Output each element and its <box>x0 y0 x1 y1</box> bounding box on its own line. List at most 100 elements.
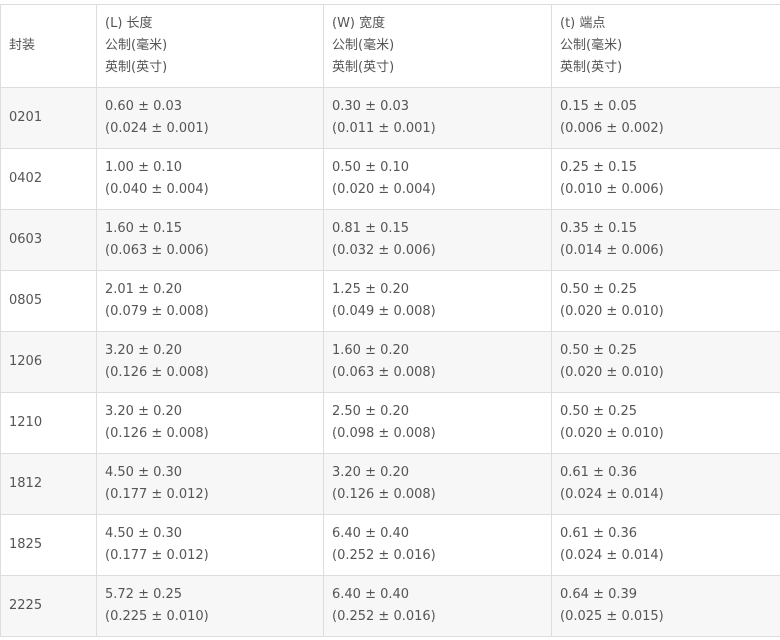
imperial-value: (0.225 ± 0.010) <box>105 609 209 624</box>
header-imperial: 英制(英寸) <box>105 60 168 75</box>
terminal-cell: 0.50 ± 0.25 (0.020 ± 0.010) <box>551 392 780 454</box>
imperial-value: (0.252 ± 0.016) <box>332 609 436 624</box>
header-title: (W) 宽度 <box>332 16 386 31</box>
imperial-value: (0.011 ± 0.001) <box>332 121 436 136</box>
imperial-value: (0.010 ± 0.006) <box>560 182 664 197</box>
header-imperial: 英制(英寸) <box>560 60 623 75</box>
imperial-value: (0.020 ± 0.004) <box>332 182 436 197</box>
package-cell: 2225 <box>0 575 97 637</box>
length-cell: 3.20 ± 0.20 (0.126 ± 0.008) <box>96 392 324 454</box>
imperial-value: (0.006 ± 0.002) <box>560 121 664 136</box>
width-cell: 2.50 ± 0.20 (0.098 ± 0.008) <box>323 392 552 454</box>
metric-value: 4.50 ± 0.30 <box>105 465 183 480</box>
imperial-value: (0.126 ± 0.008) <box>332 487 436 502</box>
metric-value: 1.60 ± 0.20 <box>332 343 410 358</box>
imperial-value: (0.025 ± 0.015) <box>560 609 664 624</box>
metric-value: 5.72 ± 0.25 <box>105 587 183 602</box>
imperial-value: (0.063 ± 0.006) <box>105 243 209 258</box>
metric-value: 3.20 ± 0.20 <box>332 465 410 480</box>
header-metric: 公制(毫米) <box>332 38 395 53</box>
length-cell: 3.20 ± 0.20 (0.126 ± 0.008) <box>96 331 324 393</box>
header-terminal: (t) 端点 公制(毫米) 英制(英寸) <box>551 4 780 88</box>
length-cell: 4.50 ± 0.30 (0.177 ± 0.012) <box>96 453 324 515</box>
metric-value: 1.60 ± 0.15 <box>105 221 183 236</box>
header-length: (L) 长度 公制(毫米) 英制(英寸) <box>96 4 324 88</box>
package-cell: 1206 <box>0 331 97 393</box>
package-cell: 1812 <box>0 453 97 515</box>
metric-value: 0.25 ± 0.15 <box>560 160 638 175</box>
table-row: 1825 4.50 ± 0.30 (0.177 ± 0.012) 6.40 ± … <box>0 514 780 576</box>
package-cell: 0201 <box>0 87 97 149</box>
metric-value: 0.50 ± 0.25 <box>560 343 638 358</box>
table-row: 0603 1.60 ± 0.15 (0.063 ± 0.006) 0.81 ± … <box>0 209 780 271</box>
terminal-cell: 0.61 ± 0.36 (0.024 ± 0.014) <box>551 453 780 515</box>
imperial-value: (0.177 ± 0.012) <box>105 487 209 502</box>
header-width: (W) 宽度 公制(毫米) 英制(英寸) <box>323 4 552 88</box>
width-cell: 6.40 ± 0.40 (0.252 ± 0.016) <box>323 575 552 637</box>
header-metric: 公制(毫米) <box>105 38 168 53</box>
metric-value: 6.40 ± 0.40 <box>332 587 410 602</box>
metric-value: 1.25 ± 0.20 <box>332 282 410 297</box>
metric-value: 0.30 ± 0.03 <box>332 99 410 114</box>
length-cell: 2.01 ± 0.20 (0.079 ± 0.008) <box>96 270 324 332</box>
package-cell: 1825 <box>0 514 97 576</box>
metric-value: 3.20 ± 0.20 <box>105 404 183 419</box>
table-header-row: 封装 (L) 长度 公制(毫米) 英制(英寸) (W) 宽度 公制(毫米) 英制… <box>0 4 780 88</box>
table-row: 1210 3.20 ± 0.20 (0.126 ± 0.008) 2.50 ± … <box>0 392 780 454</box>
imperial-value: (0.079 ± 0.008) <box>105 304 209 319</box>
table-row: 0201 0.60 ± 0.03 (0.024 ± 0.001) 0.30 ± … <box>0 87 780 149</box>
metric-value: 1.00 ± 0.10 <box>105 160 183 175</box>
imperial-value: (0.014 ± 0.006) <box>560 243 664 258</box>
width-cell: 0.50 ± 0.10 (0.020 ± 0.004) <box>323 148 552 210</box>
terminal-cell: 0.50 ± 0.25 (0.020 ± 0.010) <box>551 331 780 393</box>
imperial-value: (0.024 ± 0.001) <box>105 121 209 136</box>
metric-value: 0.50 ± 0.25 <box>560 404 638 419</box>
terminal-cell: 0.61 ± 0.36 (0.024 ± 0.014) <box>551 514 780 576</box>
header-title: (t) 端点 <box>560 16 606 31</box>
imperial-value: (0.049 ± 0.008) <box>332 304 436 319</box>
package-cell: 0402 <box>0 148 97 210</box>
table-row: 2225 5.72 ± 0.25 (0.225 ± 0.010) 6.40 ± … <box>0 575 780 637</box>
metric-value: 0.81 ± 0.15 <box>332 221 410 236</box>
width-cell: 1.25 ± 0.20 (0.049 ± 0.008) <box>323 270 552 332</box>
metric-value: 0.64 ± 0.39 <box>560 587 638 602</box>
imperial-value: (0.032 ± 0.006) <box>332 243 436 258</box>
length-cell: 1.60 ± 0.15 (0.063 ± 0.006) <box>96 209 324 271</box>
imperial-value: (0.177 ± 0.012) <box>105 548 209 563</box>
imperial-value: (0.020 ± 0.010) <box>560 426 664 441</box>
length-cell: 0.60 ± 0.03 (0.024 ± 0.001) <box>96 87 324 149</box>
header-imperial: 英制(英寸) <box>332 60 395 75</box>
width-cell: 1.60 ± 0.20 (0.063 ± 0.008) <box>323 331 552 393</box>
metric-value: 2.50 ± 0.20 <box>332 404 410 419</box>
imperial-value: (0.024 ± 0.014) <box>560 548 664 563</box>
metric-value: 2.01 ± 0.20 <box>105 282 183 297</box>
package-cell: 0603 <box>0 209 97 271</box>
metric-value: 0.61 ± 0.36 <box>560 465 638 480</box>
length-cell: 1.00 ± 0.10 (0.040 ± 0.004) <box>96 148 324 210</box>
metric-value: 0.35 ± 0.15 <box>560 221 638 236</box>
length-cell: 5.72 ± 0.25 (0.225 ± 0.010) <box>96 575 324 637</box>
width-cell: 0.30 ± 0.03 (0.011 ± 0.001) <box>323 87 552 149</box>
metric-value: 6.40 ± 0.40 <box>332 526 410 541</box>
metric-value: 4.50 ± 0.30 <box>105 526 183 541</box>
width-cell: 0.81 ± 0.15 (0.032 ± 0.006) <box>323 209 552 271</box>
table-row: 1206 3.20 ± 0.20 (0.126 ± 0.008) 1.60 ± … <box>0 331 780 393</box>
metric-value: 0.50 ± 0.25 <box>560 282 638 297</box>
metric-value: 0.60 ± 0.03 <box>105 99 183 114</box>
metric-value: 0.61 ± 0.36 <box>560 526 638 541</box>
imperial-value: (0.020 ± 0.010) <box>560 304 664 319</box>
terminal-cell: 0.25 ± 0.15 (0.010 ± 0.006) <box>551 148 780 210</box>
header-package: 封装 <box>0 4 97 88</box>
imperial-value: (0.252 ± 0.016) <box>332 548 436 563</box>
table-row: 0402 1.00 ± 0.10 (0.040 ± 0.004) 0.50 ± … <box>0 148 780 210</box>
imperial-value: (0.020 ± 0.010) <box>560 365 664 380</box>
length-cell: 4.50 ± 0.30 (0.177 ± 0.012) <box>96 514 324 576</box>
width-cell: 3.20 ± 0.20 (0.126 ± 0.008) <box>323 453 552 515</box>
imperial-value: (0.040 ± 0.004) <box>105 182 209 197</box>
package-cell: 1210 <box>0 392 97 454</box>
table-row: 1812 4.50 ± 0.30 (0.177 ± 0.012) 3.20 ± … <box>0 453 780 515</box>
metric-value: 3.20 ± 0.20 <box>105 343 183 358</box>
terminal-cell: 0.64 ± 0.39 (0.025 ± 0.015) <box>551 575 780 637</box>
metric-value: 0.15 ± 0.05 <box>560 99 638 114</box>
metric-value: 0.50 ± 0.10 <box>332 160 410 175</box>
